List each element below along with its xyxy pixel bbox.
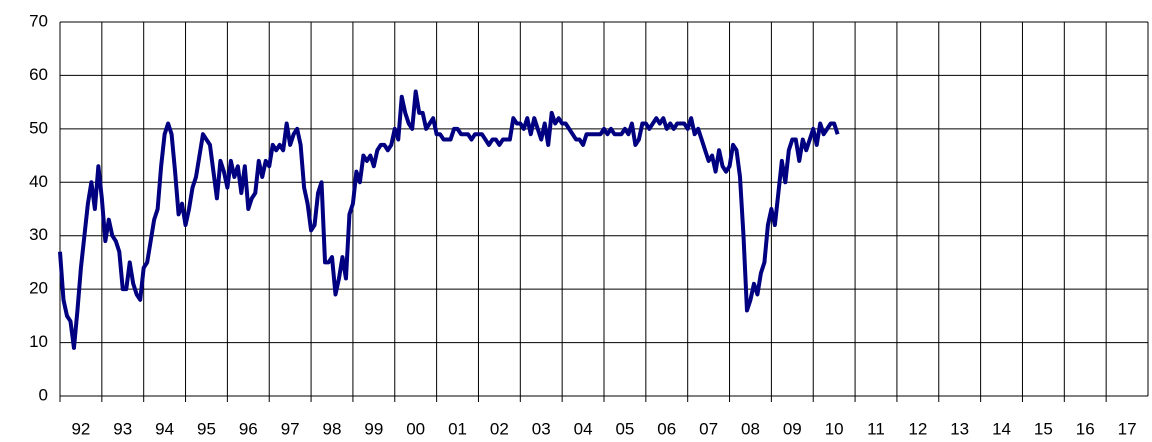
x-tick-label: 12 [908,419,927,438]
x-tick-label: 06 [657,419,676,438]
y-tick-label: 50 [29,118,48,137]
x-tick-label: 17 [1118,419,1137,438]
x-tick-label: 98 [323,419,342,438]
x-tick-label: 09 [783,419,802,438]
x-tick-label: 00 [406,419,425,438]
x-tick-label: 07 [699,419,718,438]
x-tick-label: 99 [364,419,383,438]
x-tick-label: 04 [574,419,593,438]
x-tick-label: 05 [615,419,634,438]
x-tick-label: 08 [741,419,760,438]
x-tick-label: 95 [197,419,216,438]
x-tick-label: 10 [825,419,844,438]
x-tick-label: 01 [448,419,467,438]
y-tick-label: 40 [29,172,48,191]
x-tick-label: 92 [71,419,90,438]
x-tick-label: 96 [239,419,258,438]
x-tick-label: 03 [532,419,551,438]
x-tick-label: 14 [992,419,1011,438]
y-tick-label: 60 [29,65,48,84]
x-tick-label: 94 [155,419,174,438]
y-tick-label: 0 [39,385,48,404]
y-tick-label: 30 [29,225,48,244]
x-tick-label: 97 [281,419,300,438]
x-tick-label: 16 [1076,419,1095,438]
data-line [58,89,840,350]
x-tick-label: 11 [867,419,885,438]
x-tick-label: 15 [1034,419,1053,438]
y-tick-label: 10 [29,332,48,351]
x-tick-label: 93 [113,419,132,438]
x-tick-label: 02 [490,419,509,438]
y-tick-label: 70 [29,11,48,30]
y-tick-label: 20 [29,279,48,298]
x-tick-label: 13 [950,419,969,438]
